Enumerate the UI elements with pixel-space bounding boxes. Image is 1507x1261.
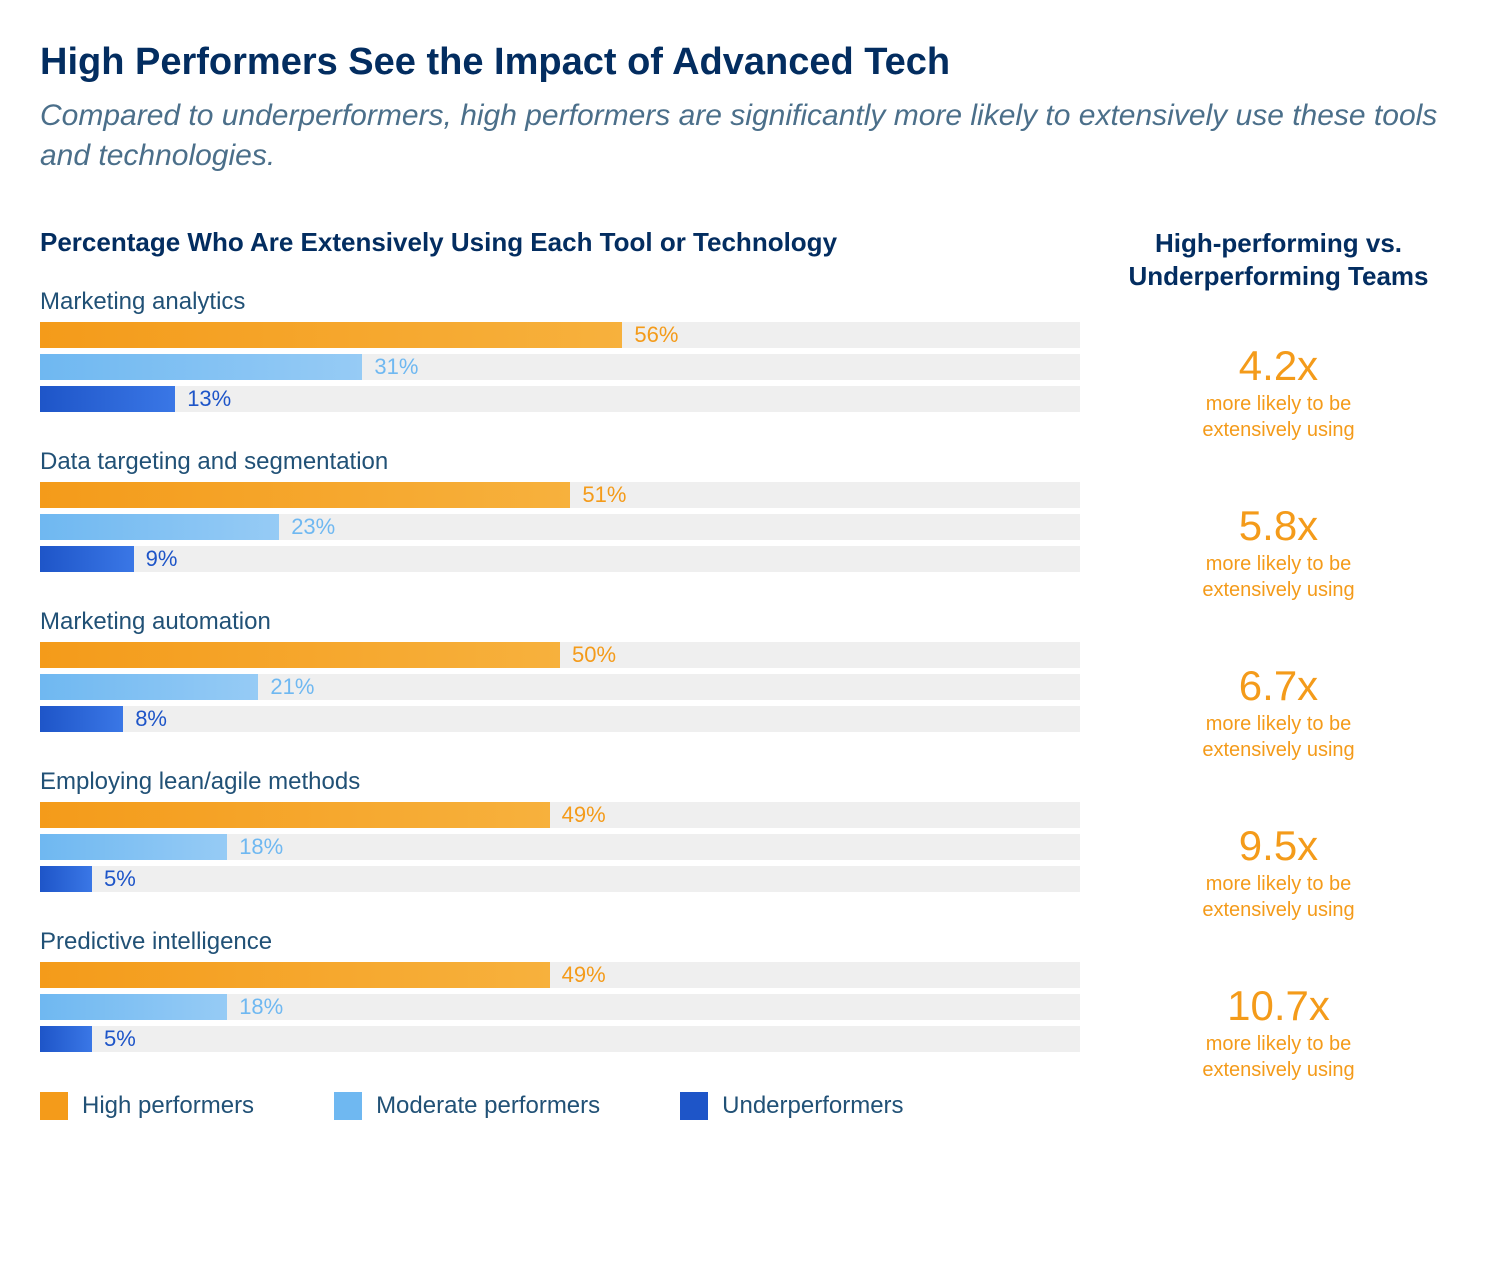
bar-row: 13% — [40, 386, 1080, 412]
group-label: Marketing analytics — [40, 288, 1080, 316]
bar-row: 31% — [40, 354, 1080, 380]
multiplier-text-line2: extensively using — [1110, 577, 1447, 603]
subtitle: Compared to underperformers, high perfor… — [40, 96, 1467, 177]
bar-row: 8% — [40, 706, 1080, 732]
bar-fill — [40, 802, 550, 828]
multiplier-block: 5.8x more likely to beextensively using — [1110, 474, 1447, 634]
chart-group: Employing lean/agile methods 49% 18% 5% — [40, 768, 1080, 892]
legend-item: Underperformers — [680, 1092, 903, 1120]
bar-row: 18% — [40, 834, 1080, 860]
legend-swatch — [680, 1092, 708, 1120]
legend-item: High performers — [40, 1092, 254, 1120]
bar-value-label: 13% — [187, 386, 231, 412]
bar-row: 9% — [40, 546, 1080, 572]
multiplier-title-line1: High-performing vs. — [1155, 228, 1402, 258]
bar-fill — [40, 642, 560, 668]
chart-group: Data targeting and segmentation 51% 23% 9% — [40, 448, 1080, 572]
bar-value-label: 49% — [562, 962, 606, 988]
multiplier-text-line1: more likely to be — [1110, 551, 1447, 577]
bar-row: 18% — [40, 994, 1080, 1020]
chart-group: Predictive intelligence 49% 18% 5% — [40, 928, 1080, 1052]
multiplier-value: 4.2x — [1110, 345, 1447, 387]
chart-column: Percentage Who Are Extensively Using Eac… — [40, 227, 1080, 1120]
multiplier-text-line1: more likely to be — [1110, 871, 1447, 897]
bar-fill — [40, 482, 570, 508]
bar-fill — [40, 1026, 92, 1052]
bar-row: 5% — [40, 866, 1080, 892]
content-wrap: Percentage Who Are Extensively Using Eac… — [40, 227, 1467, 1120]
bar-value-label: 49% — [562, 802, 606, 828]
chart-groups: Marketing analytics 56% 31% 13% Data targeti… — [40, 288, 1080, 1052]
legend-swatch — [40, 1092, 68, 1120]
bar-fill — [40, 994, 227, 1020]
bar-value-label: 18% — [239, 834, 283, 860]
bar-fill — [40, 706, 123, 732]
multiplier-title-line2: Underperforming Teams — [1128, 261, 1428, 291]
chart-group: Marketing automation 50% 21% 8% — [40, 608, 1080, 732]
legend-label: Moderate performers — [376, 1092, 600, 1120]
multiplier-value: 5.8x — [1110, 505, 1447, 547]
multiplier-text-line1: more likely to be — [1110, 711, 1447, 737]
bar-value-label: 9% — [146, 546, 178, 572]
multiplier-column: High-performing vs. Underperforming Team… — [1110, 227, 1467, 1120]
group-label: Employing lean/agile methods — [40, 768, 1080, 796]
multiplier-text-line1: more likely to be — [1110, 391, 1447, 417]
multiplier-block: 4.2x more likely to beextensively using — [1110, 314, 1447, 474]
bar-fill — [40, 834, 227, 860]
multiplier-text-line2: extensively using — [1110, 737, 1447, 763]
bar-fill — [40, 546, 134, 572]
legend: High performers Moderate performers Underp… — [40, 1092, 1080, 1120]
legend-label: High performers — [82, 1092, 254, 1120]
multiplier-value: 6.7x — [1110, 665, 1447, 707]
bar-fill — [40, 354, 362, 380]
bar-value-label: 23% — [291, 514, 335, 540]
multiplier-block: 9.5x more likely to beextensively using — [1110, 794, 1447, 954]
multiplier-text-line2: extensively using — [1110, 897, 1447, 923]
bar-value-label: 21% — [270, 674, 314, 700]
group-label: Predictive intelligence — [40, 928, 1080, 956]
bar-row: 21% — [40, 674, 1080, 700]
bar-value-label: 31% — [374, 354, 418, 380]
bar-row: 49% — [40, 802, 1080, 828]
bar-value-label: 5% — [104, 1026, 136, 1052]
bar-row: 23% — [40, 514, 1080, 540]
multiplier-value: 10.7x — [1110, 985, 1447, 1027]
multiplier-title: High-performing vs. Underperforming Team… — [1110, 227, 1447, 295]
main-title: High Performers See the Impact of Advanc… — [40, 40, 1467, 86]
bar-fill — [40, 514, 279, 540]
multiplier-blocks: 4.2xmore likely to beextensively using5.… — [1110, 314, 1447, 1114]
bar-row: 5% — [40, 1026, 1080, 1052]
legend-label: Underperformers — [722, 1092, 903, 1120]
bar-value-label: 5% — [104, 866, 136, 892]
group-label: Data targeting and segmentation — [40, 448, 1080, 476]
multiplier-value: 9.5x — [1110, 825, 1447, 867]
bar-value-label: 56% — [634, 322, 678, 348]
chart-title: Percentage Who Are Extensively Using Eac… — [40, 227, 1080, 258]
multiplier-text-line2: extensively using — [1110, 1057, 1447, 1083]
chart-group: Marketing analytics 56% 31% 13% — [40, 288, 1080, 412]
bar-row: 56% — [40, 322, 1080, 348]
bar-fill — [40, 322, 622, 348]
bar-value-label: 18% — [239, 994, 283, 1020]
bar-value-label: 51% — [582, 482, 626, 508]
multiplier-block: 10.7x more likely to beextensively using — [1110, 954, 1447, 1114]
bar-fill — [40, 386, 175, 412]
group-label: Marketing automation — [40, 608, 1080, 636]
multiplier-text-line2: extensively using — [1110, 417, 1447, 443]
bar-row: 51% — [40, 482, 1080, 508]
legend-swatch — [334, 1092, 362, 1120]
bar-row: 50% — [40, 642, 1080, 668]
multiplier-text-line1: more likely to be — [1110, 1031, 1447, 1057]
multiplier-block: 6.7x more likely to beextensively using — [1110, 634, 1447, 794]
legend-item: Moderate performers — [334, 1092, 600, 1120]
bar-value-label: 8% — [135, 706, 167, 732]
bar-fill — [40, 962, 550, 988]
bar-value-label: 50% — [572, 642, 616, 668]
bar-fill — [40, 674, 258, 700]
bar-fill — [40, 866, 92, 892]
bar-row: 49% — [40, 962, 1080, 988]
